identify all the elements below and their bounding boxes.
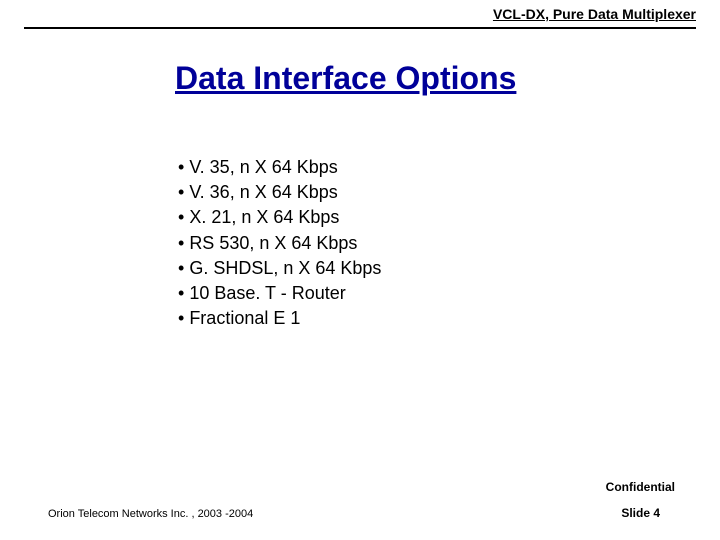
bullet-item: • G. SHDSL, n X 64 Kbps <box>178 256 381 281</box>
bullet-item: • X. 21, n X 64 Kbps <box>178 205 381 230</box>
header-product-line: VCL-DX, Pure Data Multiplexer <box>493 6 696 22</box>
confidential-label: Confidential <box>606 480 675 494</box>
footer-company: Orion Telecom Networks Inc. , 2003 -2004 <box>48 508 253 520</box>
bullet-list: • V. 35, n X 64 Kbps • V. 36, n X 64 Kbp… <box>178 155 381 331</box>
bullet-item: • RS 530, n X 64 Kbps <box>178 231 381 256</box>
header-rule <box>24 27 696 29</box>
bullet-item: • Fractional E 1 <box>178 306 381 331</box>
bullet-item: • 10 Base. T - Router <box>178 281 381 306</box>
slide-title: Data Interface Options <box>175 60 516 97</box>
bullet-item: • V. 35, n X 64 Kbps <box>178 155 381 180</box>
bullet-item: • V. 36, n X 64 Kbps <box>178 180 381 205</box>
slide: VCL-DX, Pure Data Multiplexer Data Inter… <box>0 0 720 540</box>
footer-slide-number: Slide 4 <box>621 506 660 520</box>
